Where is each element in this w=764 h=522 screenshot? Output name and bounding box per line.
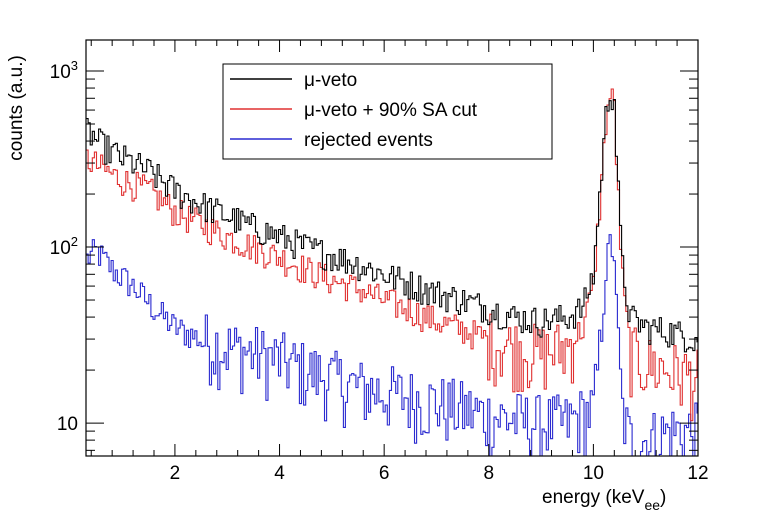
- x-axis-label: energy (keVee): [542, 487, 666, 513]
- legend-box: [222, 63, 553, 160]
- x-tick-label: 10: [583, 463, 604, 484]
- y-tick-label: 102: [50, 234, 78, 259]
- x-axis-label-close: ): [660, 487, 666, 508]
- y-tick-label: 103: [50, 58, 78, 83]
- x-tick-label: 6: [379, 463, 390, 484]
- legend: μ-veto μ-veto + 90% SA cut rejected even…: [222, 63, 553, 160]
- x-tick-label: 4: [274, 463, 285, 484]
- x-tick-label: 8: [483, 463, 494, 484]
- legend-label-sa-cut: μ-veto + 90% SA cut: [304, 100, 478, 121]
- x-axis-label-subscript: ee: [644, 497, 660, 513]
- x-tick-label: 12: [687, 463, 708, 484]
- ticks-layer: 2 4 6 8 10 12 10 102 103: [50, 40, 709, 484]
- legend-label-rejected: rejected events: [304, 130, 433, 151]
- series-layer: [86, 88, 698, 456]
- legend-label-mu-veto: μ-veto: [304, 70, 357, 91]
- x-axis-label-main: energy (keV: [542, 487, 645, 508]
- plot-frame: [85, 39, 699, 457]
- series-line-0: [86, 99, 698, 353]
- y-axis-label: counts (a.u.): [6, 55, 27, 161]
- y-tick-label: 10: [57, 414, 78, 435]
- series-line-2: [86, 234, 698, 456]
- x-tick-label: 2: [170, 463, 181, 484]
